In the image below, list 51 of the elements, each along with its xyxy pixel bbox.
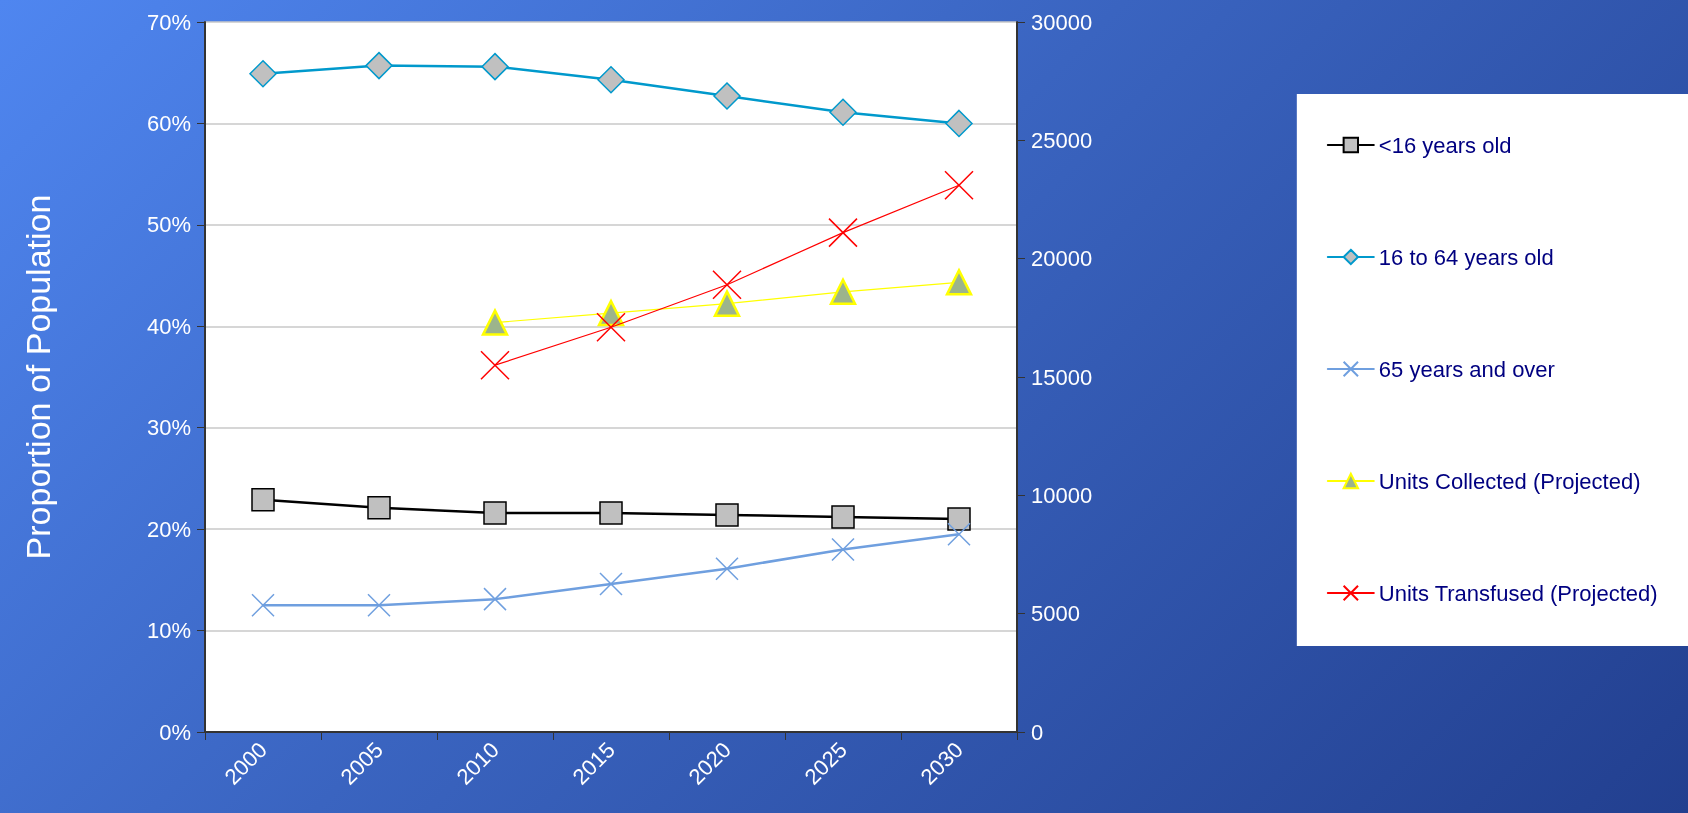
point	[828, 217, 858, 248]
point	[596, 312, 626, 343]
y-tick-label: 50%	[146, 212, 191, 238]
point	[829, 98, 857, 127]
legend-label: 65 years and over	[1378, 356, 1555, 382]
point	[712, 269, 742, 300]
point	[944, 170, 974, 201]
point	[483, 587, 507, 611]
legend-label: 16 to 64 years old	[1378, 244, 1554, 270]
point	[483, 501, 507, 525]
point	[251, 487, 275, 512]
point	[597, 66, 625, 94]
point	[249, 59, 277, 88]
point	[599, 501, 623, 525]
y2-tick-label: 20000	[1031, 246, 1093, 272]
y-tick-label: 40%	[146, 313, 191, 339]
point	[947, 522, 971, 546]
point	[251, 593, 275, 617]
point	[945, 109, 973, 138]
point	[715, 503, 739, 527]
point	[367, 496, 391, 520]
point	[831, 537, 855, 562]
point	[599, 572, 623, 596]
y-tick-label: 20%	[146, 516, 191, 542]
y-tick-label: 10%	[146, 618, 191, 644]
point	[481, 52, 509, 81]
point	[367, 593, 391, 617]
point	[715, 556, 739, 581]
y2-tick-label: 10000	[1031, 482, 1093, 508]
y2-tick-label: 5000	[1031, 601, 1080, 627]
point	[945, 269, 973, 296]
point	[713, 290, 741, 317]
y-tick-label: 60%	[146, 110, 191, 136]
point	[829, 278, 857, 306]
point	[480, 350, 510, 380]
point	[481, 309, 509, 336]
point	[365, 51, 393, 80]
y-tick-label: 70%	[146, 9, 191, 35]
y2-tick-label: 0	[1031, 719, 1044, 745]
y-axis-title: Proportion of Population	[19, 194, 57, 560]
y-tick-label: 30%	[146, 415, 191, 441]
y-tick-label: 0%	[159, 719, 191, 745]
point	[713, 82, 741, 110]
y2-tick-label: 30000	[1031, 9, 1093, 35]
y2-tick-label: 25000	[1031, 127, 1093, 153]
y2-tick-label: 15000	[1031, 364, 1093, 390]
legend-label: Units Transfused (Projected)	[1378, 580, 1658, 606]
legend-label: <16 years old	[1378, 132, 1512, 158]
point	[831, 505, 855, 529]
legend-label: Units Collected (Projected)	[1378, 468, 1641, 494]
point	[947, 507, 971, 531]
